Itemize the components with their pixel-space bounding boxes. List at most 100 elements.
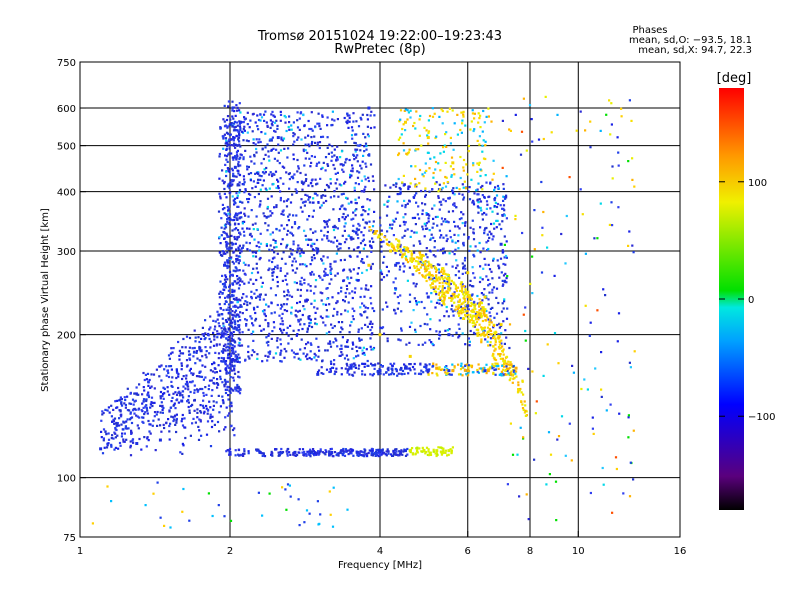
echo-point bbox=[348, 268, 351, 271]
echo-point bbox=[182, 375, 185, 378]
echo-point bbox=[213, 382, 216, 385]
echo-point bbox=[547, 431, 551, 434]
echo-point bbox=[472, 308, 475, 312]
echo-point bbox=[351, 315, 354, 318]
echo-point bbox=[304, 143, 307, 146]
echo-point bbox=[347, 301, 350, 304]
echo-point bbox=[215, 401, 218, 404]
echo-point bbox=[423, 264, 426, 267]
echo-point bbox=[380, 278, 383, 281]
echo-point bbox=[225, 370, 228, 373]
echo-point bbox=[341, 336, 344, 339]
echo-point bbox=[145, 406, 148, 409]
echo-point bbox=[534, 412, 537, 415]
echo-point bbox=[358, 224, 361, 227]
echo-point bbox=[432, 448, 435, 451]
echo-point bbox=[427, 260, 430, 263]
echo-point bbox=[232, 305, 235, 308]
echo-point bbox=[218, 332, 221, 335]
echo-point bbox=[290, 349, 294, 352]
x-tick-label: 2 bbox=[227, 546, 233, 557]
echo-point bbox=[316, 307, 319, 310]
echo-point bbox=[564, 262, 567, 265]
echo-point bbox=[438, 302, 441, 305]
echo-point bbox=[362, 346, 365, 349]
echo-point bbox=[481, 299, 484, 302]
echo-point bbox=[343, 300, 346, 303]
echo-point bbox=[418, 372, 421, 375]
echo-point bbox=[162, 386, 165, 389]
echo-point bbox=[224, 276, 228, 279]
echo-point bbox=[484, 144, 487, 147]
echo-point bbox=[371, 262, 374, 266]
echo-point bbox=[321, 194, 325, 197]
echo-point bbox=[483, 288, 486, 291]
echo-point bbox=[222, 344, 226, 347]
echo-point bbox=[290, 337, 293, 341]
echo-point bbox=[218, 236, 221, 239]
echo-point bbox=[404, 108, 407, 111]
echo-point bbox=[579, 110, 582, 113]
echo-point bbox=[234, 212, 238, 215]
echo-point bbox=[169, 526, 172, 529]
echo-point bbox=[447, 453, 450, 456]
echo-point bbox=[273, 251, 276, 254]
y-tick-label: 600 bbox=[57, 104, 76, 115]
echo-point bbox=[484, 227, 487, 230]
echo-point bbox=[310, 358, 313, 361]
echo-point bbox=[271, 330, 274, 333]
echo-point bbox=[201, 326, 204, 329]
echo-point bbox=[401, 204, 404, 207]
echo-point bbox=[312, 273, 315, 276]
echo-point bbox=[233, 364, 236, 367]
echo-point bbox=[364, 362, 367, 365]
echo-point bbox=[173, 402, 176, 405]
echo-point bbox=[301, 263, 304, 266]
echo-point bbox=[352, 217, 355, 220]
echo-point bbox=[251, 322, 254, 325]
echo-point bbox=[116, 423, 119, 426]
echo-point bbox=[239, 305, 242, 308]
echo-point bbox=[169, 352, 172, 355]
echo-point bbox=[222, 118, 225, 121]
echo-point bbox=[366, 325, 369, 328]
echo-point bbox=[366, 133, 370, 136]
echo-point bbox=[238, 181, 241, 184]
echo-point bbox=[231, 106, 234, 109]
echo-point bbox=[304, 179, 307, 182]
echo-point bbox=[489, 366, 492, 369]
echo-point bbox=[391, 364, 394, 368]
echo-point bbox=[476, 249, 479, 252]
echo-point bbox=[308, 356, 311, 360]
echo-point bbox=[233, 372, 237, 375]
echo-point bbox=[363, 311, 366, 314]
echo-point bbox=[188, 369, 191, 372]
echo-point bbox=[366, 316, 369, 319]
echo-point bbox=[221, 292, 224, 295]
echo-point bbox=[237, 337, 240, 340]
echo-point bbox=[575, 129, 578, 132]
echo-point bbox=[304, 149, 307, 152]
echo-point bbox=[294, 188, 297, 191]
echo-point bbox=[248, 242, 251, 245]
echo-point bbox=[455, 206, 458, 209]
echo-point bbox=[483, 195, 486, 199]
echo-point bbox=[225, 371, 228, 374]
echo-point bbox=[448, 229, 452, 232]
echo-point bbox=[459, 317, 462, 320]
echo-point bbox=[271, 278, 274, 281]
echo-point bbox=[346, 197, 349, 200]
echo-point bbox=[478, 298, 481, 301]
echo-point bbox=[411, 452, 414, 455]
echo-point bbox=[226, 235, 229, 238]
echo-point bbox=[441, 186, 444, 190]
echo-point bbox=[237, 222, 240, 226]
echo-point bbox=[299, 318, 302, 321]
echo-point bbox=[283, 309, 286, 312]
echo-point bbox=[493, 199, 496, 202]
echo-point bbox=[228, 213, 232, 216]
echo-point bbox=[380, 245, 383, 248]
echo-point bbox=[195, 375, 199, 378]
echo-point bbox=[231, 183, 234, 186]
y-tick-label: 750 bbox=[57, 58, 76, 69]
